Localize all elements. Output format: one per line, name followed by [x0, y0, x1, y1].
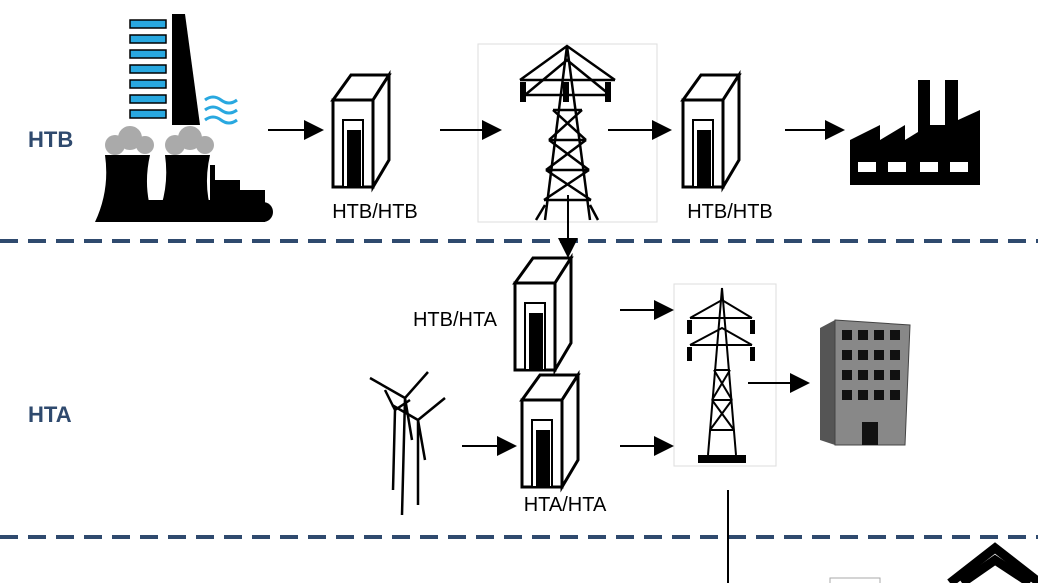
wind-turbine-icon: [369, 371, 446, 516]
transformer-label: HTB/HTA: [413, 309, 498, 331]
level-label: HTA: [28, 402, 72, 427]
transformer-icon: [681, 73, 741, 189]
pylon-icon: [673, 283, 777, 467]
hydro-plant-icon: [125, 12, 245, 127]
factory-icon: [850, 80, 980, 185]
transformer-label: HTB/HTB: [332, 201, 418, 223]
arrow: [268, 120, 845, 456]
transformer-label: HTB/HTB: [687, 201, 773, 223]
level-label: HTB: [28, 127, 73, 152]
transformer-icon: [513, 256, 573, 372]
pylon-icon: [477, 43, 658, 223]
house-icon: [947, 542, 1038, 583]
transformer-label: HTA/HTA: [524, 494, 607, 516]
transformer-icon: [520, 373, 580, 489]
transformer-icon: [331, 73, 391, 189]
building-icon: [820, 319, 911, 446]
thermal-plant-icon: [95, 126, 273, 222]
